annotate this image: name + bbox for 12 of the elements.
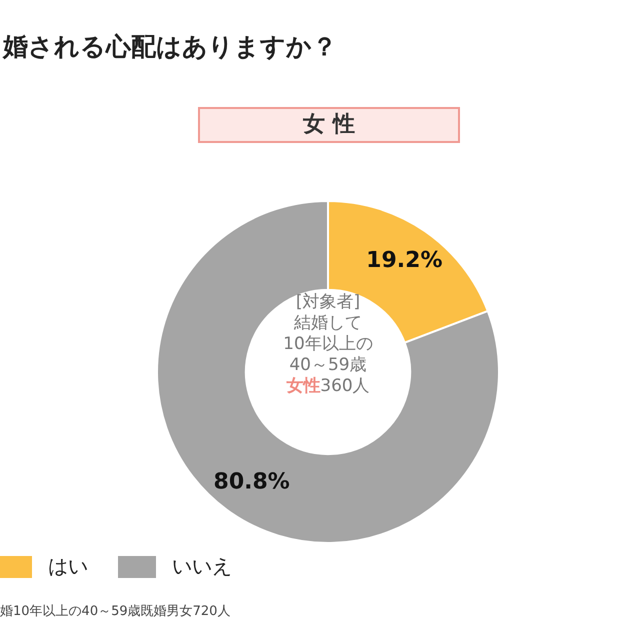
legend-label: いいえ bbox=[172, 553, 232, 580]
text: [対象者] bbox=[294, 292, 362, 313]
legend-label: はい bbox=[48, 553, 88, 580]
text: 40～59歳 bbox=[288, 355, 368, 376]
text: 婚10年以上の40～59歳既婚男女720人 bbox=[0, 603, 230, 620]
data-label: 80.8% bbox=[214, 470, 290, 495]
text: 女性360人 bbox=[285, 376, 371, 397]
text: 10年以上の bbox=[282, 334, 374, 355]
chart-title: 婚される心配はありますか？ bbox=[3, 31, 337, 63]
chart-subtitle: 女 性 bbox=[198, 107, 460, 143]
data-label: 19.2% bbox=[366, 248, 442, 273]
text: 結婚して bbox=[293, 313, 363, 334]
